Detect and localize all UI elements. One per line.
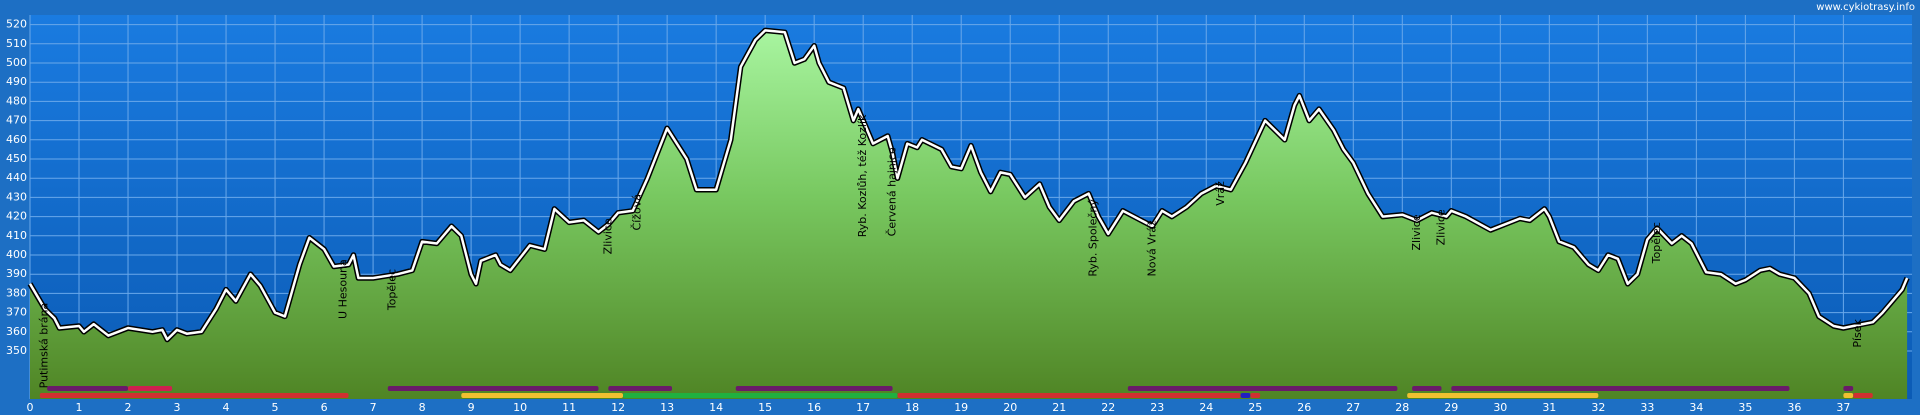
x-tick-label: 27 [1346, 401, 1360, 414]
elevation-area [30, 30, 1908, 400]
x-tick-label: 15 [758, 401, 772, 414]
x-tick-label: 1 [76, 401, 83, 414]
y-tick-label: 480 [6, 94, 27, 107]
route-track [608, 386, 673, 391]
route-track [1250, 393, 1261, 398]
route-track [1240, 393, 1251, 398]
x-tick-label: 29 [1444, 401, 1458, 414]
y-tick-label: 460 [6, 133, 27, 146]
y-tick-label: 440 [6, 171, 27, 184]
route-track [387, 386, 599, 391]
route-track [39, 393, 349, 398]
route-track [897, 393, 1241, 398]
y-tick-label: 490 [6, 75, 27, 88]
y-tick-label: 350 [6, 344, 27, 357]
y-tick-label: 400 [6, 248, 27, 261]
route-track [47, 386, 129, 391]
route-track [1843, 393, 1854, 398]
y-tick-label: 360 [6, 325, 27, 338]
x-tick-label: 19 [954, 401, 968, 414]
y-tick-label: 370 [6, 306, 27, 319]
x-tick-label: 28 [1395, 401, 1409, 414]
waypoint-label: Ryb. Společný [1087, 199, 1100, 277]
x-tick-label: 35 [1738, 401, 1752, 414]
waypoint-label: Zlivice [1435, 209, 1448, 245]
y-tick-label: 420 [6, 210, 27, 223]
x-tick-label: 17 [856, 401, 870, 414]
y-tick-label: 380 [6, 286, 27, 299]
x-tick-label: 22 [1101, 401, 1115, 414]
x-tick-label: 12 [611, 401, 625, 414]
x-tick-label: 26 [1297, 401, 1311, 414]
x-tick-label: 14 [709, 401, 723, 414]
y-tick-label: 510 [6, 37, 27, 50]
waypoint-label: Topělec [386, 269, 399, 311]
route-track [1412, 386, 1442, 391]
x-tick-label: 11 [562, 401, 576, 414]
waypoint-label: Nová Vráž [1145, 220, 1158, 276]
x-tick-label: 23 [1150, 401, 1164, 414]
x-tick-label: 18 [905, 401, 919, 414]
x-tick-label: 37 [1836, 401, 1850, 414]
waypoint-label: Ryb. Kozlůh, též Kozlík [856, 114, 869, 237]
x-tick-label: 8 [419, 401, 426, 414]
y-tick-label: 520 [6, 18, 27, 31]
y-tick-label: 450 [6, 152, 27, 165]
x-tick-label: 32 [1591, 401, 1605, 414]
waypoint-label: U Hesouna [337, 259, 350, 319]
y-tick-label: 410 [6, 229, 27, 242]
x-tick-label: 21 [1052, 401, 1066, 414]
waypoint-label: Čížová [631, 194, 644, 231]
x-tick-label: 2 [125, 401, 132, 414]
y-tick-label: 470 [6, 114, 27, 127]
route-track [735, 386, 893, 391]
waypoint-label: Zlivice [1410, 214, 1423, 250]
x-tick-label: 13 [660, 401, 674, 414]
waypoint-label: Putimská brána [38, 303, 51, 389]
waypoint-label: Zlivice [601, 218, 614, 254]
waypoint-label: Písek [1851, 318, 1864, 347]
y-tick-label: 430 [6, 190, 27, 203]
route-track [1843, 386, 1854, 391]
x-tick-label: 34 [1689, 401, 1703, 414]
route-track [461, 393, 624, 398]
x-tick-label: 30 [1493, 401, 1507, 414]
x-tick-label: 9 [468, 401, 475, 414]
route-track [128, 386, 173, 391]
x-tick-label: 33 [1640, 401, 1654, 414]
route-track [1407, 393, 1599, 398]
x-tick-label: 31 [1542, 401, 1556, 414]
waypoint-label: Červená hajnice [886, 147, 899, 236]
y-tick-label: 500 [6, 56, 27, 69]
route-track [623, 393, 898, 398]
y-tick-label: 390 [6, 267, 27, 280]
elevation-line [28, 29, 1909, 341]
waypoint-label: Topělec [1650, 222, 1663, 264]
x-tick-label: 6 [321, 401, 328, 414]
x-tick-label: 4 [223, 401, 230, 414]
x-tick-label: 16 [807, 401, 821, 414]
route-track [1853, 393, 1873, 398]
waypoint-label: Vráž [1214, 181, 1227, 206]
x-tick-label: 20 [1003, 401, 1017, 414]
x-tick-label: 7 [370, 401, 377, 414]
x-tick-label: 25 [1248, 401, 1262, 414]
x-tick-label: 3 [174, 401, 181, 414]
x-tick-label: 0 [27, 401, 34, 414]
x-tick-label: 5 [272, 401, 279, 414]
route-track [1451, 386, 1790, 391]
x-tick-label: 36 [1787, 401, 1801, 414]
route-track [1127, 386, 1398, 391]
x-tick-label: 10 [513, 401, 527, 414]
x-tick-label: 24 [1199, 401, 1213, 414]
watermark: www.cykiotrasy.info [1816, 2, 1915, 13]
